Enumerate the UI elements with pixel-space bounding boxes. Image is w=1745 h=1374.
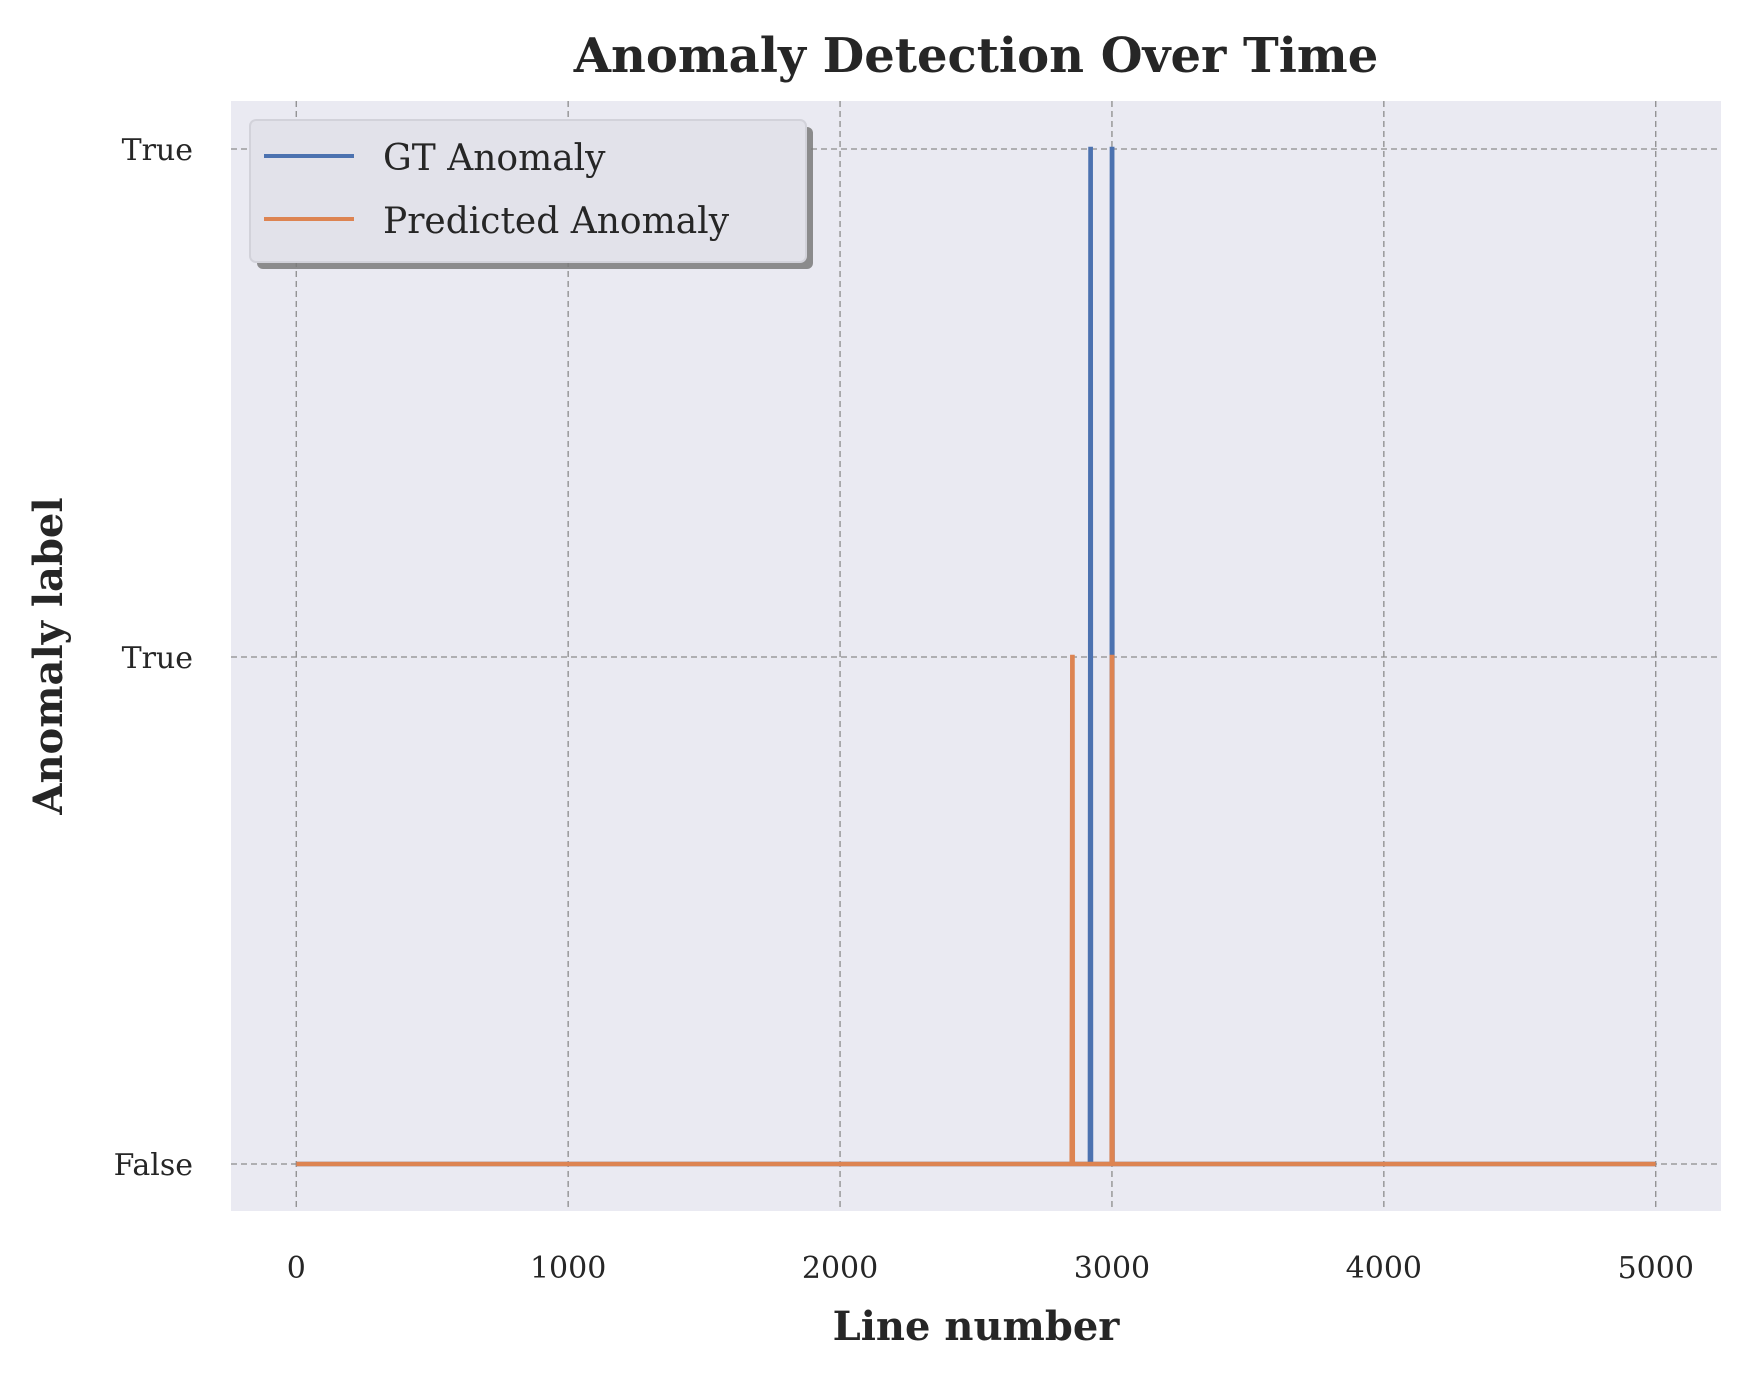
chart-title: Anomaly Detection Over Time	[573, 28, 1379, 84]
x-tick-label: 4000	[1346, 1251, 1422, 1286]
series-line-predicted-anomaly	[296, 654, 1656, 1167]
series-layer	[296, 146, 1656, 1167]
x-tick-labels: 0 1000 2000 3000 4000 5000	[287, 1251, 1694, 1286]
plot-background	[231, 101, 1721, 1211]
y-axis-label: Anomaly label	[25, 497, 72, 815]
y-tick-label: True	[122, 641, 193, 676]
y-tick-labels: False True True	[114, 133, 193, 1183]
legend: GT Anomaly Predicted Anomaly	[249, 119, 813, 269]
x-tick-label: 5000	[1618, 1251, 1694, 1286]
y-tick-label: False	[114, 1148, 193, 1183]
x-axis-label: Line number	[833, 1303, 1121, 1350]
legend-label-gt-anomaly: GT Anomaly	[383, 138, 606, 179]
x-tick-label: 3000	[1074, 1251, 1150, 1286]
legend-box	[249, 119, 807, 263]
y-tick-label: True	[122, 133, 193, 168]
x-tick-label: 1000	[530, 1251, 606, 1286]
legend-label-predicted-anomaly: Predicted Anomaly	[383, 201, 730, 242]
x-tick-label: 0	[287, 1251, 306, 1286]
x-tick-label: 2000	[802, 1251, 878, 1286]
